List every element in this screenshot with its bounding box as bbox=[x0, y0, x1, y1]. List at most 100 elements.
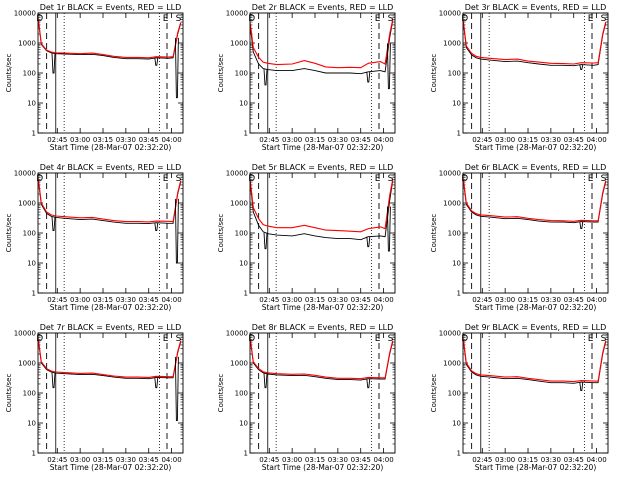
flag-e: E bbox=[163, 14, 169, 24]
y-tick-label: 100 bbox=[448, 230, 461, 238]
x-tick-label: 04:00 bbox=[373, 296, 393, 304]
flag-d: D bbox=[461, 174, 468, 184]
x-tick-label: 03:45 bbox=[351, 296, 371, 304]
event-dip bbox=[154, 57, 159, 66]
x-tick-label: 03:45 bbox=[139, 296, 159, 304]
flag-d: D bbox=[248, 334, 255, 344]
y-tick-label: 10 bbox=[452, 420, 461, 428]
y-tick-label: 10 bbox=[27, 420, 36, 428]
event-dip bbox=[579, 382, 584, 392]
x-tick-label: 04:00 bbox=[161, 136, 181, 144]
x-tick-label: 03:30 bbox=[116, 136, 136, 144]
y-tick-label: 1 bbox=[457, 130, 461, 138]
panel-det-8: Det 8r BLACK = Events, RED = LLD 1 10 100 10… bbox=[217, 323, 396, 472]
y-tick-label: 1000 bbox=[18, 40, 36, 48]
series-line-events bbox=[462, 339, 607, 384]
x-axis-label: Start Time (28-Mar-07 02:32:20) bbox=[50, 143, 172, 152]
x-tick-label: 03:45 bbox=[139, 136, 159, 144]
flag-d: D bbox=[36, 174, 43, 184]
panel-title: Det 5r BLACK = Events, RED = LLD bbox=[252, 163, 394, 172]
y-axis-label: Counts/sec bbox=[430, 214, 438, 253]
x-tick-label: 03:15 bbox=[305, 296, 325, 304]
panel-title: Det 3r BLACK = Events, RED = LLD bbox=[465, 3, 607, 12]
y-tick-label: 1000 bbox=[443, 360, 461, 368]
series-line-events bbox=[37, 339, 182, 380]
plot-frame bbox=[462, 332, 609, 454]
x-tick-label: 02:45 bbox=[259, 296, 279, 304]
panel-det-7: Det 7r BLACK = Events, RED = LLD 1 10 100 10… bbox=[5, 323, 184, 472]
event-dip bbox=[51, 216, 56, 232]
x-tick-label: 03:00 bbox=[70, 296, 90, 304]
y-tick-label: 1 bbox=[244, 290, 248, 298]
y-tick-label: 1 bbox=[244, 450, 248, 458]
event-dip bbox=[154, 377, 159, 389]
series-line-lld bbox=[249, 179, 394, 233]
y-tick-label: 10000 bbox=[226, 10, 248, 18]
series-line-events bbox=[37, 19, 182, 60]
x-tick-label: 04:00 bbox=[586, 136, 606, 144]
x-tick-label: 04:00 bbox=[373, 136, 393, 144]
flag-d: D bbox=[36, 334, 43, 344]
y-tick-label: 1 bbox=[244, 130, 248, 138]
x-tick-label: 03:45 bbox=[564, 296, 584, 304]
flag-e: E bbox=[163, 334, 169, 344]
y-tick-label: 10 bbox=[27, 260, 36, 268]
x-tick-label: 04:00 bbox=[586, 296, 606, 304]
event-dip bbox=[51, 372, 56, 389]
y-tick-label: 10 bbox=[239, 420, 248, 428]
panel-title: Det 4r BLACK = Events, RED = LLD bbox=[40, 163, 182, 172]
flag-d: D bbox=[248, 14, 255, 24]
x-tick-label: 03:15 bbox=[518, 456, 538, 464]
series-line-lld bbox=[249, 338, 394, 380]
x-axis-label: Start Time (28-Mar-07 02:32:20) bbox=[262, 303, 384, 312]
flag-e: E bbox=[375, 174, 381, 184]
x-tick-label: 03:00 bbox=[70, 136, 90, 144]
x-tick-label: 04:00 bbox=[161, 456, 181, 464]
x-tick-label: 04:00 bbox=[373, 456, 393, 464]
y-axis-label: Counts/sec bbox=[5, 374, 13, 413]
flag-s: S bbox=[388, 14, 394, 24]
plot-frame bbox=[249, 12, 396, 134]
y-axis-label: Counts/sec bbox=[430, 54, 438, 93]
x-tick-label: 03:00 bbox=[495, 456, 515, 464]
y-tick-label: 100 bbox=[23, 390, 36, 398]
flag-s: S bbox=[176, 334, 182, 344]
x-tick-label: 03:00 bbox=[282, 136, 302, 144]
y-tick-label: 10000 bbox=[439, 170, 461, 178]
series-line-lld bbox=[37, 18, 182, 59]
y-axis-label: Counts/sec bbox=[217, 54, 225, 93]
y-axis-label: Counts/sec bbox=[217, 214, 225, 253]
y-tick-label: 100 bbox=[235, 390, 248, 398]
x-tick-label: 03:45 bbox=[351, 456, 371, 464]
flag-e: E bbox=[588, 174, 594, 184]
y-tick-label: 10 bbox=[27, 100, 36, 108]
x-tick-label: 03:15 bbox=[518, 296, 538, 304]
y-tick-label: 1000 bbox=[230, 200, 248, 208]
x-tick-label: 04:00 bbox=[586, 456, 606, 464]
x-tick-label: 03:45 bbox=[564, 136, 584, 144]
x-tick-label: 03:00 bbox=[495, 296, 515, 304]
event-dip bbox=[386, 43, 391, 90]
series-line-lld bbox=[462, 20, 607, 65]
x-tick-label: 03:15 bbox=[305, 136, 325, 144]
x-axis-label: Start Time (28-Mar-07 02:32:20) bbox=[262, 463, 384, 472]
flag-e: E bbox=[375, 334, 381, 344]
y-tick-label: 100 bbox=[23, 70, 36, 78]
series-line-lld bbox=[462, 338, 607, 383]
x-tick-label: 03:15 bbox=[93, 136, 113, 144]
series-line-lld bbox=[37, 178, 182, 223]
y-tick-label: 1000 bbox=[230, 360, 248, 368]
plot-frame bbox=[37, 12, 184, 134]
y-tick-label: 10000 bbox=[439, 330, 461, 338]
x-tick-label: 04:00 bbox=[161, 296, 181, 304]
x-tick-label: 03:30 bbox=[116, 456, 136, 464]
panel-det-3: Det 3r BLACK = Events, RED = LLD 1 10 100 10… bbox=[430, 3, 609, 152]
x-axis-label: Start Time (28-Mar-07 02:32:20) bbox=[50, 303, 172, 312]
x-tick-label: 03:00 bbox=[282, 296, 302, 304]
y-tick-label: 10 bbox=[452, 260, 461, 268]
x-tick-label: 03:15 bbox=[93, 296, 113, 304]
y-tick-label: 10000 bbox=[14, 170, 36, 178]
x-tick-label: 02:45 bbox=[47, 456, 67, 464]
y-tick-label: 100 bbox=[235, 230, 248, 238]
